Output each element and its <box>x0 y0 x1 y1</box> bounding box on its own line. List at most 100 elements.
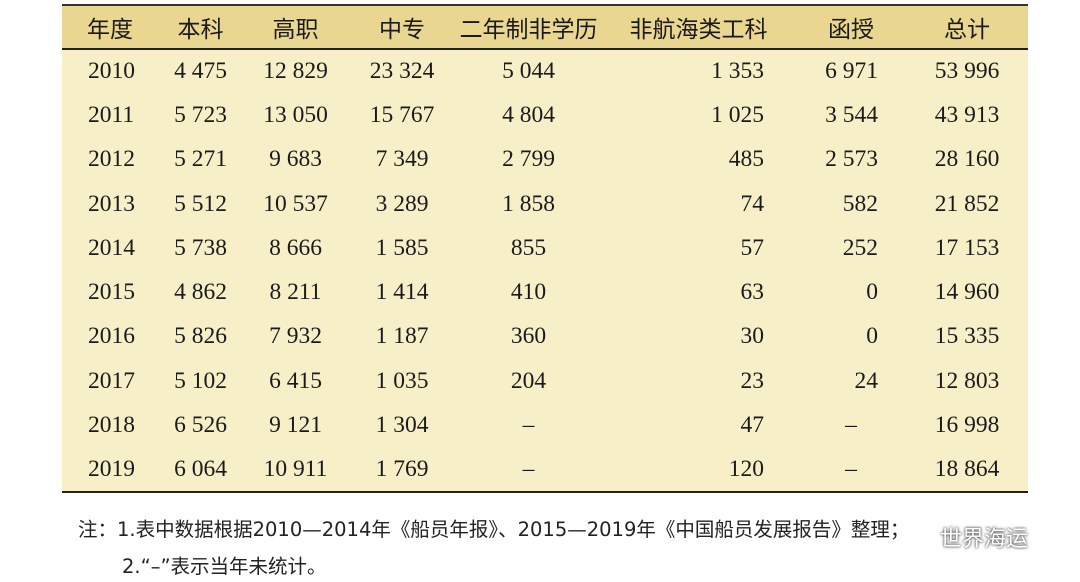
cell-two-year-non-degree: – <box>522 412 535 439</box>
cell-total: 28 160 <box>934 146 1000 173</box>
cell-year: 2019 <box>62 447 158 493</box>
seafarer-enrollment-table: 年度 本科 高职 中专 二年制非学历 非航海类工科 函授 总计 2010 4 47… <box>62 4 1028 493</box>
cell-correspondence: – <box>796 447 906 493</box>
cell-correspondence: 252 <box>842 234 878 261</box>
table-row: 2016 5 826 7 932 1 187 360 30 0 15 335 <box>62 315 1028 359</box>
header-correspondence: 函授 <box>796 4 906 50</box>
cell-higher-vocational: 8 211 <box>269 279 322 306</box>
cell-higher-vocational: 12 829 <box>263 58 328 85</box>
table-row: 2012 5 271 9 683 7 349 2 799 485 2 573 28 160 <box>62 138 1028 182</box>
table-row: 2013 5 512 10 537 3 289 1 858 74 582 21 852 <box>62 182 1028 226</box>
cell-non-nautical-engineering: 120 <box>601 447 796 493</box>
cell-total: 17 153 <box>934 234 1000 261</box>
watermark: 世界海运 <box>904 520 1028 554</box>
cell-total: 14 960 <box>934 279 1000 306</box>
cell-non-nautical-engineering: 63 <box>740 279 765 306</box>
cell-correspondence: 0 <box>866 323 878 350</box>
cell-undergraduate: 5 102 <box>174 367 227 394</box>
cell-secondary-vocational: 1 035 <box>375 367 429 394</box>
cell-higher-vocational: 10 537 <box>263 190 328 217</box>
cell-year: 2012 <box>88 146 135 173</box>
cell-secondary-vocational: 1 414 <box>375 279 429 306</box>
cell-two-year-non-degree: 1 858 <box>502 190 555 217</box>
watermark-text: 世界海运 <box>940 527 1029 552</box>
cell-two-year-non-degree: 410 <box>510 279 547 306</box>
cell-total: 18 864 <box>906 447 1028 493</box>
cell-year: 2011 <box>88 101 135 128</box>
cell-higher-vocational: 13 050 <box>263 101 328 128</box>
cell-non-nautical-engineering: 30 <box>740 323 765 350</box>
table-row: 2010 4 475 12 829 23 324 5 044 1 353 6 971 53 9… <box>62 49 1028 93</box>
cell-higher-vocational: 8 666 <box>269 234 322 261</box>
cell-year: 2010 <box>88 58 135 85</box>
table-row: 2017 5 102 6 415 1 035 204 23 24 12 803 <box>62 359 1028 403</box>
header-higher-vocational: 高职 <box>243 4 348 50</box>
cell-secondary-vocational: 15 767 <box>369 101 435 128</box>
cell-secondary-vocational: 7 349 <box>375 146 429 173</box>
cell-two-year-non-degree: – <box>456 447 601 493</box>
table-row: 2011 5 723 13 050 15 767 4 804 1 025 3 544 43 9… <box>62 93 1028 137</box>
cell-two-year-non-degree: 360 <box>510 323 547 350</box>
header-total: 总计 <box>906 4 1028 50</box>
cell-higher-vocational: 9 121 <box>269 412 322 439</box>
cell-undergraduate: 6 526 <box>174 412 227 439</box>
cell-undergraduate: 6 064 <box>158 447 243 493</box>
cell-two-year-non-degree: 2 799 <box>502 146 555 173</box>
cell-non-nautical-engineering: 47 <box>740 412 765 439</box>
table-header-row: 年度 本科 高职 中专 二年制非学历 非航海类工科 函授 总计 <box>62 4 1028 50</box>
header-year: 年度 <box>62 4 158 50</box>
cell-undergraduate: 5 271 <box>174 146 227 173</box>
header-non-nautical-engineering: 非航海类工科 <box>601 4 796 50</box>
cell-undergraduate: 4 862 <box>174 279 227 306</box>
cell-two-year-non-degree: 5 044 <box>502 58 555 85</box>
cell-secondary-vocational: 3 289 <box>375 190 429 217</box>
cell-higher-vocational: 6 415 <box>269 367 322 394</box>
table-row: 2019 6 064 10 911 1 769–120–18 864 <box>62 447 1028 493</box>
cell-two-year-non-degree: 204 <box>510 367 547 394</box>
cell-secondary-vocational: 1 585 <box>375 234 429 261</box>
cell-undergraduate: 5 723 <box>174 101 227 128</box>
cell-undergraduate: 5 738 <box>174 234 227 261</box>
cell-two-year-non-degree: 855 <box>510 234 547 261</box>
cell-total: 16 998 <box>934 412 1000 439</box>
cell-secondary-vocational: 1 769 <box>348 447 456 493</box>
header-secondary-vocational: 中专 <box>348 4 456 50</box>
cell-year: 2016 <box>88 323 135 350</box>
cell-total: 15 335 <box>934 323 1000 350</box>
cell-year: 2018 <box>88 412 135 439</box>
cell-total: 43 913 <box>934 101 1000 128</box>
cell-correspondence: 0 <box>866 279 878 306</box>
cell-higher-vocational: 9 683 <box>269 146 322 173</box>
cell-non-nautical-engineering: 1 025 <box>711 101 764 128</box>
table-note-dash-meaning: 2.“–”表示当年未统计。 <box>122 555 327 578</box>
cell-correspondence: 582 <box>842 190 878 217</box>
table-note-source: 注：1.表中数据根据2010—2014年《船员年报》、2015—2019年《中国… <box>78 518 910 541</box>
cell-correspondence: 6 971 <box>825 58 878 85</box>
cell-two-year-non-degree: 4 804 <box>502 101 555 128</box>
cell-non-nautical-engineering: 23 <box>740 367 765 394</box>
cell-year: 2015 <box>88 279 135 306</box>
cell-undergraduate: 5 826 <box>174 323 227 350</box>
wechat-icon <box>905 525 933 550</box>
cell-undergraduate: 5 512 <box>174 190 227 217</box>
table-row: 2015 4 862 8 211 1 414 410 63 0 14 960 <box>62 270 1028 314</box>
table-row: 2018 6 526 9 121 1 304 – 47 – 16 998 <box>62 403 1028 447</box>
header-two-year-non-degree: 二年制非学历 <box>456 4 601 50</box>
cell-undergraduate: 4 475 <box>174 58 227 85</box>
cell-year: 2013 <box>88 190 135 217</box>
cell-total: 12 803 <box>934 367 1000 394</box>
cell-non-nautical-engineering: 485 <box>728 146 764 173</box>
cell-total: 21 852 <box>934 190 1000 217</box>
cell-non-nautical-engineering: 74 <box>740 190 765 217</box>
cell-secondary-vocational: 1 304 <box>375 412 429 439</box>
cell-secondary-vocational: 23 324 <box>369 58 435 85</box>
cell-correspondence: 3 544 <box>825 101 878 128</box>
cell-higher-vocational: 10 911 <box>243 447 348 493</box>
cell-non-nautical-engineering: 1 353 <box>711 58 764 85</box>
table-row: 2014 5 738 8 666 1 585 855 57 252 17 153 <box>62 226 1028 270</box>
cell-non-nautical-engineering: 57 <box>740 234 765 261</box>
cell-correspondence: – <box>845 412 857 439</box>
cell-correspondence: 2 573 <box>825 146 878 173</box>
cell-correspondence: 24 <box>854 367 879 394</box>
cell-secondary-vocational: 1 187 <box>375 323 429 350</box>
